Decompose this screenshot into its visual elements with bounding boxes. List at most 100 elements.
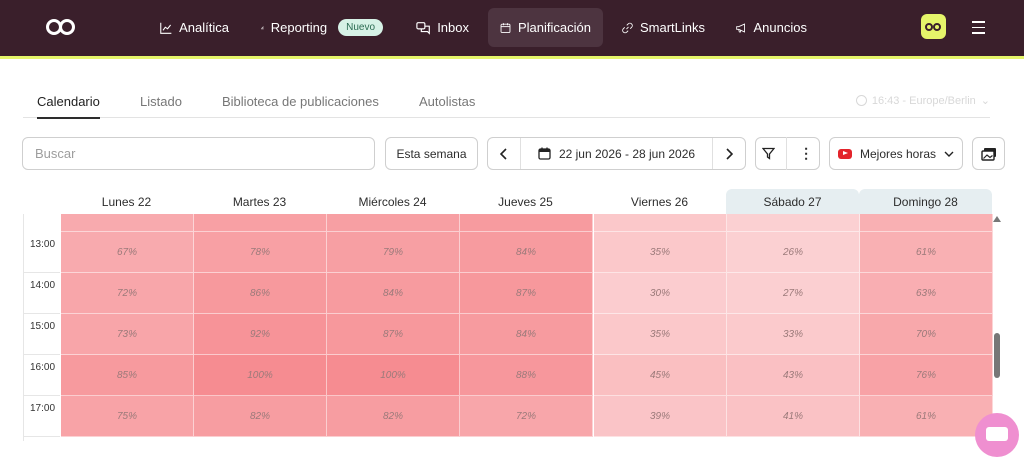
heatmap-cell[interactable]: 33% bbox=[727, 314, 860, 355]
hour-divider bbox=[24, 436, 60, 437]
nav-item-smartlinks[interactable]: SmartLinks bbox=[610, 8, 717, 47]
date-range-label[interactable]: 22 jun 2026 - 28 jun 2026 bbox=[520, 138, 713, 169]
heatmap-cell[interactable]: 85% bbox=[61, 355, 194, 396]
best-hours-dropdown[interactable]: Mejores horas bbox=[829, 137, 963, 170]
heatmap-cell[interactable]: 86% bbox=[194, 273, 327, 314]
nav-item-label: Analítica bbox=[179, 20, 229, 35]
heatmap-cell[interactable]: 39% bbox=[594, 396, 727, 437]
calendar-icon bbox=[538, 147, 551, 160]
heatmap-cell[interactable]: 75% bbox=[61, 396, 194, 437]
chevron-down-icon: ⌄ bbox=[980, 95, 990, 107]
tab-listado[interactable]: Listado bbox=[140, 94, 182, 109]
heatmap-cell[interactable]: 61% bbox=[860, 396, 993, 437]
this-week-button[interactable]: Esta semana bbox=[385, 137, 478, 170]
heatmap-cell[interactable]: 84% bbox=[327, 273, 460, 314]
heatmap-cell[interactable]: 84% bbox=[460, 314, 593, 355]
chevron-right-icon bbox=[726, 147, 733, 160]
more-options-icon[interactable]: ⋮ bbox=[799, 145, 814, 161]
scrollbar-thumb[interactable] bbox=[994, 333, 1000, 378]
heatmap-cell-partial[interactable] bbox=[460, 214, 593, 232]
nav-item-reporting[interactable]: Reporting Nuevo bbox=[249, 8, 395, 47]
chevron-down-icon bbox=[944, 151, 954, 157]
youtube-icon bbox=[837, 148, 852, 159]
heatmap-cell[interactable]: 45% bbox=[594, 355, 727, 396]
view-tabs: Calendario Listado Biblioteca de publica… bbox=[23, 88, 990, 119]
timezone-selector[interactable]: 16:43 - Europe/Berlin ⌄ bbox=[855, 94, 990, 107]
hour-divider bbox=[24, 395, 60, 396]
heatmap-cell[interactable]: 63% bbox=[860, 273, 993, 314]
chat-bubbles-icon bbox=[416, 21, 430, 35]
heatmap-cell[interactable]: 84% bbox=[460, 232, 593, 273]
heatmap-cell-partial[interactable] bbox=[594, 214, 727, 232]
tab-autolistas[interactable]: Autolistas bbox=[419, 94, 476, 109]
images-icon bbox=[980, 147, 996, 161]
heatmap-cell[interactable]: 100% bbox=[194, 355, 327, 396]
day-header: Jueves 25 bbox=[498, 194, 553, 209]
nav-item-planificacin[interactable]: Planificación bbox=[488, 8, 603, 47]
day-header: Viernes 26 bbox=[630, 194, 689, 209]
nav-item-label: Reporting bbox=[270, 20, 328, 35]
heatmap-cell[interactable]: 87% bbox=[327, 314, 460, 355]
heatmap-cell-partial[interactable] bbox=[194, 214, 327, 232]
heatmap-cell[interactable]: 72% bbox=[460, 396, 593, 437]
next-week-button[interactable] bbox=[713, 138, 745, 169]
megaphone-icon bbox=[736, 22, 745, 33]
heatmap-cell[interactable]: 35% bbox=[594, 314, 727, 355]
day-header: Miércoles 24 bbox=[358, 194, 427, 209]
avatar[interactable] bbox=[921, 14, 946, 39]
media-library-button[interactable] bbox=[972, 137, 1005, 170]
heatmap-cell[interactable]: 92% bbox=[194, 314, 327, 355]
heatmap-cell[interactable]: 70% bbox=[860, 314, 993, 355]
nav-item-analtica[interactable]: Analítica bbox=[148, 8, 241, 47]
menu-icon[interactable] bbox=[972, 21, 985, 38]
heatmap-cell[interactable]: 100% bbox=[327, 355, 460, 396]
nav-item-anuncios[interactable]: Anuncios bbox=[724, 8, 819, 47]
top-nav: Analítica Reporting Nuevo Inbox Planificació… bbox=[0, 0, 1024, 59]
heatmap-cell[interactable]: 88% bbox=[460, 355, 593, 396]
chevron-left-icon bbox=[500, 147, 507, 160]
timezone-label: 16:43 - Europe/Berlin bbox=[871, 94, 976, 107]
heatmap-cell[interactable]: 82% bbox=[327, 396, 460, 437]
heatmap-cell-partial[interactable] bbox=[61, 214, 194, 232]
scroll-up-icon[interactable] bbox=[993, 216, 1001, 222]
tab-biblioteca[interactable]: Biblioteca de publicaciones bbox=[222, 94, 379, 109]
chat-support-button[interactable] bbox=[975, 413, 1019, 457]
time-label: 16:00 bbox=[30, 362, 56, 373]
heatmap-cell[interactable]: 73% bbox=[61, 314, 194, 355]
nav-item-inbox[interactable]: Inbox bbox=[404, 8, 481, 47]
hour-divider bbox=[24, 272, 60, 273]
heatmap-cell[interactable]: 79% bbox=[327, 232, 460, 273]
heatmap-cell-partial[interactable] bbox=[327, 214, 460, 232]
day-header: Domingo 28 bbox=[859, 189, 992, 214]
nav-item-label: Anuncios bbox=[753, 20, 807, 35]
day-header: Lunes 22 bbox=[101, 194, 152, 209]
nav-item-label: Inbox bbox=[437, 20, 469, 35]
heatmap-cell[interactable]: 41% bbox=[727, 396, 860, 437]
search-input[interactable] bbox=[22, 137, 375, 170]
heatmap-cell[interactable]: 35% bbox=[594, 232, 727, 273]
nav-item-label: SmartLinks bbox=[639, 20, 705, 35]
filter-group: ⋮ bbox=[755, 137, 820, 170]
heatmap-cell[interactable]: 26% bbox=[727, 232, 860, 273]
heatmap-cell[interactable]: 87% bbox=[460, 273, 593, 314]
heatmap-cell[interactable]: 27% bbox=[727, 273, 860, 314]
heatmap-cell-partial[interactable] bbox=[727, 214, 860, 232]
heatmap-cell[interactable]: 61% bbox=[860, 232, 993, 273]
heatmap-cell[interactable]: 67% bbox=[61, 232, 194, 273]
heatmap-cell[interactable]: 82% bbox=[194, 396, 327, 437]
filter-icon[interactable] bbox=[761, 147, 775, 160]
heatmap-cell[interactable]: 76% bbox=[860, 355, 993, 396]
prev-week-button[interactable] bbox=[488, 138, 520, 169]
time-label: 14:00 bbox=[30, 280, 56, 291]
heatmap-cell[interactable]: 43% bbox=[727, 355, 860, 396]
tab-calendario[interactable]: Calendario bbox=[37, 94, 100, 119]
heatmap-cell[interactable]: 78% bbox=[194, 232, 327, 273]
heatmap-cell-partial[interactable] bbox=[860, 214, 993, 232]
heatmap-cell[interactable]: 30% bbox=[594, 273, 727, 314]
calendar-grid: 13:00 67% 78% 79% 84% 35% 26% 61% 14:00 72% 86% 84%… bbox=[23, 214, 993, 441]
heatmap-cell[interactable]: 72% bbox=[61, 273, 194, 314]
bar-chart-icon bbox=[261, 26, 264, 29]
time-label: 17:00 bbox=[30, 403, 56, 414]
logo-icon[interactable] bbox=[46, 19, 76, 35]
nav-item-label: Planificación bbox=[518, 20, 591, 35]
